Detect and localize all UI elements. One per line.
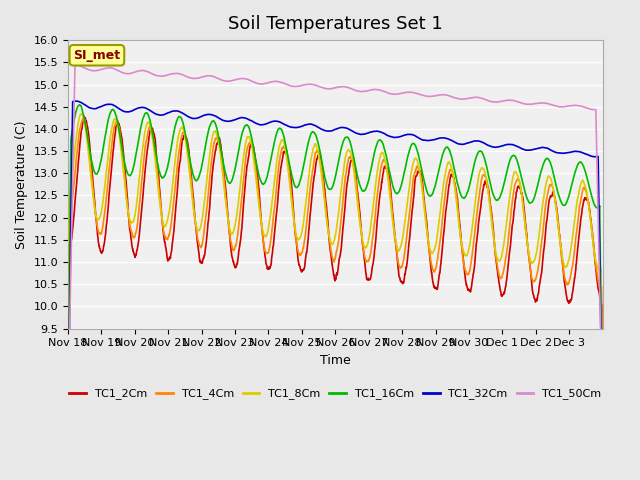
Legend: TC1_2Cm, TC1_4Cm, TC1_8Cm, TC1_16Cm, TC1_32Cm, TC1_50Cm: TC1_2Cm, TC1_4Cm, TC1_8Cm, TC1_16Cm, TC1… xyxy=(65,384,605,404)
TC1_2Cm xyxy=(527,266,534,272)
TC1_4Cm xyxy=(598,469,606,475)
TC1_50Cm xyxy=(64,405,72,411)
TC1_4Cm xyxy=(233,236,241,242)
TC1_8Cm xyxy=(233,211,241,216)
Line: TC1_8Cm: TC1_8Cm xyxy=(68,114,602,480)
TC1_16Cm xyxy=(591,203,599,209)
TC1_2Cm xyxy=(81,114,88,120)
TC1_4Cm xyxy=(367,245,375,251)
Line: TC1_16Cm: TC1_16Cm xyxy=(68,105,602,466)
TC1_32Cm xyxy=(367,129,375,135)
TC1_50Cm xyxy=(598,416,606,422)
TC1_2Cm xyxy=(233,261,241,267)
TC1_16Cm xyxy=(598,463,606,469)
TC1_50Cm xyxy=(497,99,504,105)
Y-axis label: Soil Temperature (C): Soil Temperature (C) xyxy=(15,120,28,249)
TC1_4Cm xyxy=(79,115,87,121)
X-axis label: Time: Time xyxy=(320,354,351,367)
TC1_4Cm xyxy=(527,267,534,273)
TC1_2Cm xyxy=(367,271,375,277)
TC1_8Cm xyxy=(497,257,504,263)
TC1_50Cm xyxy=(367,87,375,93)
TC1_32Cm xyxy=(497,144,504,149)
Line: TC1_32Cm: TC1_32Cm xyxy=(68,101,602,438)
TC1_16Cm xyxy=(367,165,375,170)
TC1_32Cm xyxy=(591,154,599,159)
TC1_32Cm xyxy=(72,98,80,104)
TC1_8Cm xyxy=(591,255,599,261)
TC1_4Cm xyxy=(497,275,504,281)
TC1_2Cm xyxy=(497,288,504,293)
TC1_50Cm xyxy=(118,70,125,75)
Line: TC1_2Cm: TC1_2Cm xyxy=(68,117,602,480)
TC1_50Cm xyxy=(527,101,534,107)
TC1_32Cm xyxy=(527,147,534,153)
TC1_16Cm xyxy=(76,102,84,108)
TC1_8Cm xyxy=(78,111,86,117)
Title: Soil Temperatures Set 1: Soil Temperatures Set 1 xyxy=(228,15,443,33)
TC1_16Cm xyxy=(118,143,125,149)
Text: SI_met: SI_met xyxy=(74,49,120,62)
TC1_16Cm xyxy=(64,434,72,440)
Line: TC1_4Cm: TC1_4Cm xyxy=(68,118,602,480)
TC1_8Cm xyxy=(527,257,534,263)
TC1_2Cm xyxy=(591,259,599,264)
TC1_8Cm xyxy=(367,217,375,223)
TC1_8Cm xyxy=(118,152,125,158)
TC1_50Cm xyxy=(591,107,599,113)
TC1_32Cm xyxy=(118,108,125,113)
TC1_2Cm xyxy=(598,471,606,477)
TC1_2Cm xyxy=(118,134,125,140)
TC1_50Cm xyxy=(233,76,241,82)
TC1_4Cm xyxy=(591,258,599,264)
TC1_32Cm xyxy=(233,116,241,122)
TC1_16Cm xyxy=(233,157,241,163)
TC1_16Cm xyxy=(497,193,504,199)
Line: TC1_50Cm: TC1_50Cm xyxy=(68,65,602,419)
TC1_32Cm xyxy=(64,423,72,429)
TC1_8Cm xyxy=(64,456,72,462)
TC1_50Cm xyxy=(72,62,80,68)
TC1_16Cm xyxy=(527,200,534,206)
TC1_32Cm xyxy=(598,435,606,441)
TC1_4Cm xyxy=(118,144,125,150)
